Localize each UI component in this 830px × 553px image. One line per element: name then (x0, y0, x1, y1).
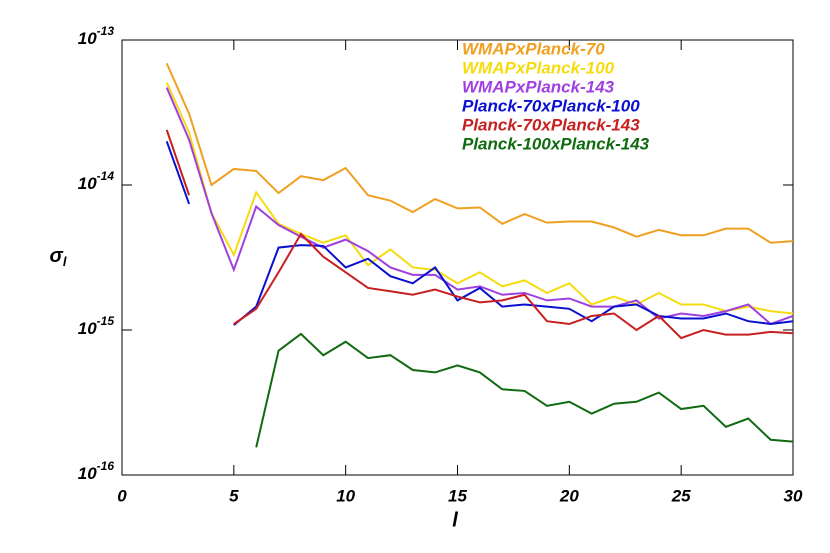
y-tick-exponent: -13 (97, 24, 115, 38)
y-tick-label: 10-14 (78, 169, 115, 193)
y-axis-label-main: σ (50, 245, 64, 267)
y-tick-exponent: -16 (97, 459, 115, 473)
legend-entry: Planck-70xPlanck-143 (462, 115, 640, 134)
y-tick-base: 10 (78, 174, 97, 193)
series (165, 129, 794, 340)
x-tick-label: 10 (336, 486, 355, 505)
series-line (165, 87, 794, 326)
series-line (165, 141, 191, 205)
legend-entry: Planck-70xPlanck-100 (462, 96, 640, 115)
x-tick-label: 25 (671, 486, 691, 505)
plot-frame (121, 39, 794, 476)
y-tick-exponent: -14 (97, 169, 115, 183)
series (165, 81, 794, 315)
x-tick-label: 30 (784, 486, 803, 505)
series-line (165, 81, 794, 315)
x-tick-label: 15 (448, 486, 467, 505)
legend-entry: WMAPxPlanck-70 (462, 39, 605, 58)
y-axis-label: σl (50, 245, 67, 269)
y-tick-base: 10 (78, 464, 97, 483)
legend-entry: Planck-100xPlanck-143 (462, 134, 650, 153)
series-line (165, 62, 794, 244)
series-line (255, 332, 794, 448)
series (165, 141, 794, 326)
y-tick-base: 10 (78, 319, 97, 338)
series (255, 332, 794, 448)
y-tick-label: 10-13 (78, 24, 115, 48)
x-tick-label: 5 (229, 486, 239, 505)
y-tick-label: 10-16 (78, 459, 115, 483)
legend-entry: WMAPxPlanck-143 (462, 77, 615, 96)
series-line (233, 232, 794, 340)
y-axis-label-sub: l (63, 254, 67, 269)
series (165, 62, 794, 244)
y-tick-exponent: -15 (97, 314, 115, 328)
y-tick-base: 10 (78, 29, 97, 48)
x-tick-label: 0 (117, 486, 127, 505)
x-axis-label: l (452, 509, 458, 531)
legend-entry: WMAPxPlanck-100 (462, 58, 615, 77)
y-tick-label: 10-15 (78, 314, 115, 338)
series-line (233, 244, 794, 326)
series-line (165, 129, 191, 196)
series (165, 87, 794, 326)
x-tick-label: 20 (559, 486, 579, 505)
